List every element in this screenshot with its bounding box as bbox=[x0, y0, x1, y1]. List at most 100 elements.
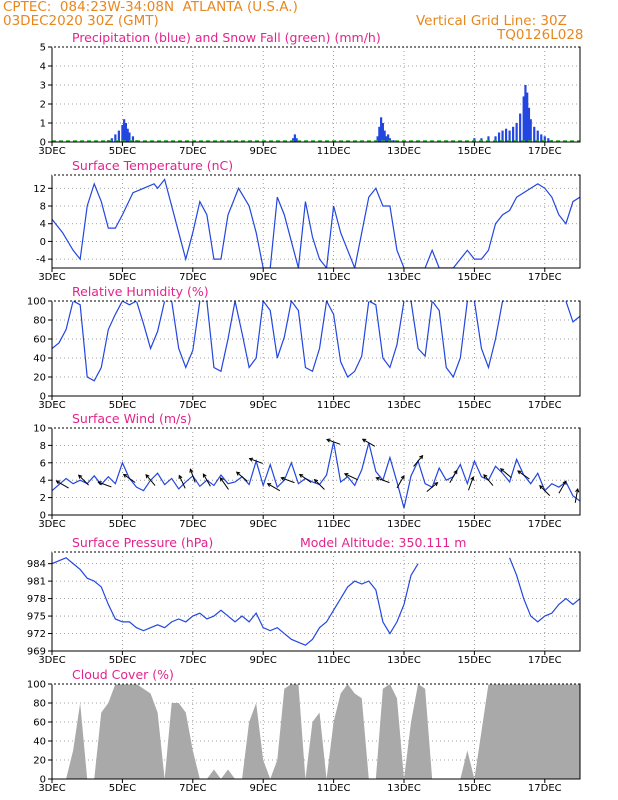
precipitation-bar bbox=[494, 136, 497, 142]
cloud-cover-title: Cloud Cover (%) bbox=[72, 667, 174, 682]
precipitation-bar bbox=[543, 136, 546, 142]
x-tick-label: 7DEC bbox=[179, 272, 206, 283]
wind-arrow bbox=[266, 483, 281, 492]
x-tick-label: 7DEC bbox=[179, 655, 206, 666]
precipitation-panel: 0 1 2 3 4 5 3DEC 5DEC 7DEC 9DEC 11DEC 13DEC 15DEC 17D… bbox=[38, 30, 581, 157]
wind-arrow bbox=[77, 474, 89, 486]
x-tick-label: 9DEC bbox=[250, 655, 277, 666]
x-tick-label: 5DEC bbox=[109, 655, 136, 666]
x-tick-label: 3DEC bbox=[38, 783, 65, 794]
wind-arrow bbox=[97, 481, 112, 488]
y-tick-label: 80 bbox=[33, 699, 46, 710]
y-tick-label: 3 bbox=[40, 81, 46, 92]
precipitation-bar bbox=[126, 128, 129, 142]
x-tick-label: 7DEC bbox=[179, 400, 206, 411]
x-tick-label: 3DEC bbox=[38, 400, 65, 411]
precipitation-bar bbox=[117, 130, 120, 142]
x-tick-label: 11DEC bbox=[317, 519, 351, 530]
precipitation-bar bbox=[526, 92, 529, 142]
wind-arrow bbox=[468, 476, 475, 491]
precipitation-bar bbox=[529, 119, 532, 142]
wind-arrow bbox=[539, 484, 551, 496]
precipitation-bar bbox=[497, 132, 501, 142]
wind-arrow bbox=[189, 468, 196, 483]
wind-arrow bbox=[361, 438, 376, 447]
precipitation-bar bbox=[295, 138, 298, 142]
x-tick-label: 11DEC bbox=[317, 272, 351, 283]
y-tick-label: 984 bbox=[27, 559, 46, 570]
model-altitude-annotation: Model Altitude: 350.111 m bbox=[300, 535, 466, 550]
precipitation-bar bbox=[392, 140, 395, 142]
precipitation-bar bbox=[124, 123, 128, 142]
y-tick-label: 969 bbox=[27, 647, 46, 658]
y-tick-label: 4 bbox=[40, 219, 46, 230]
wind-arrow bbox=[449, 469, 458, 484]
precipitation-bar bbox=[487, 136, 490, 142]
wind-arrow bbox=[202, 473, 211, 487]
x-tick-label: 5DEC bbox=[109, 272, 136, 283]
cloud-cover-panel: 0 20 40 60 80 100 3DEC 5DEC 7DEC 9DEC 11DEC 13DEC 15… bbox=[27, 667, 581, 794]
wind-arrow bbox=[483, 474, 494, 486]
x-tick-label: 15DEC bbox=[458, 783, 492, 794]
panel-frame bbox=[51, 300, 581, 397]
panel-frame bbox=[51, 551, 581, 652]
x-tick-label: 11DEC bbox=[317, 146, 351, 157]
precipitation-bar bbox=[519, 113, 522, 142]
precipitation-bar bbox=[533, 126, 536, 142]
x-tick-label: 9DEC bbox=[250, 272, 277, 283]
x-tick-label: 13DEC bbox=[387, 519, 421, 530]
precipitation-bar bbox=[292, 138, 295, 142]
y-tick-label: 100 bbox=[27, 680, 46, 691]
wind-arrow bbox=[413, 454, 424, 467]
x-tick-label: 9DEC bbox=[250, 519, 277, 530]
y-tick-label: 60 bbox=[33, 335, 46, 346]
x-tick-label: 3DEC bbox=[38, 272, 65, 283]
y-tick-label: 10 bbox=[33, 424, 46, 435]
wind-arrow bbox=[426, 481, 439, 493]
surface-temperature-title: Surface Temperature (nC) bbox=[72, 158, 233, 173]
precipitation-bar bbox=[515, 123, 518, 142]
x-tick-label: 3DEC bbox=[38, 146, 65, 157]
precipitation-bar bbox=[501, 130, 504, 142]
y-tick-label: 1 bbox=[40, 119, 46, 130]
panel-frame bbox=[51, 46, 581, 143]
wind-arrow bbox=[178, 474, 186, 489]
precipitation-bar bbox=[527, 107, 531, 142]
x-tick-label: 7DEC bbox=[179, 783, 206, 794]
precipitation-bar bbox=[540, 134, 543, 142]
y-tick-label: 4 bbox=[40, 476, 46, 487]
x-tick-label: 5DEC bbox=[109, 146, 136, 157]
y-tick-label: 100 bbox=[27, 297, 46, 308]
y-tick-label: 40 bbox=[33, 737, 46, 748]
x-tick-label: 17DEC bbox=[528, 146, 562, 157]
y-tick-label: 0 bbox=[40, 775, 46, 786]
wind-arrow bbox=[396, 474, 405, 489]
x-tick-label: 5DEC bbox=[109, 519, 136, 530]
x-tick-label: 15DEC bbox=[458, 655, 492, 666]
x-tick-label: 17DEC bbox=[528, 783, 562, 794]
wind-arrow bbox=[122, 473, 136, 483]
y-tick-label: 60 bbox=[33, 718, 46, 729]
relative-humidity-panel: 0 20 40 60 80 100 3DEC 5DEC 7DEC 9DEC 11DEC 13DEC 15… bbox=[27, 284, 581, 411]
precipitation-bar bbox=[131, 136, 135, 142]
precipitation-bar bbox=[480, 138, 483, 142]
x-tick-label: 13DEC bbox=[387, 400, 421, 411]
surface-wind-title: Surface Wind (m/s) bbox=[72, 411, 192, 426]
surface-wind-panel: 0 2 4 6 8 10 3DEC 5DEC 7DEC 9DEC 11DEC 13DEC 15DEC 17… bbox=[33, 411, 581, 530]
precipitation-bar bbox=[473, 138, 476, 142]
x-tick-label: 5DEC bbox=[109, 400, 136, 411]
x-tick-label: 15DEC bbox=[458, 272, 492, 283]
precipitation-bar bbox=[383, 130, 386, 142]
precipitation-bar bbox=[376, 136, 379, 142]
precipitation-bar bbox=[114, 134, 117, 142]
wind-arrow bbox=[517, 470, 530, 480]
header-code: TQ0126L028 bbox=[497, 27, 584, 43]
wind-arrow bbox=[235, 471, 248, 482]
x-tick-label: 11DEC bbox=[317, 400, 351, 411]
wind-arrow bbox=[574, 487, 580, 503]
wind-arrow bbox=[219, 477, 229, 490]
header-grid-note: Vertical Grid Line: 30Z bbox=[416, 13, 567, 29]
x-tick-label: 15DEC bbox=[458, 519, 492, 530]
precipitation-bar bbox=[522, 96, 525, 142]
wind-arrow bbox=[248, 457, 263, 464]
